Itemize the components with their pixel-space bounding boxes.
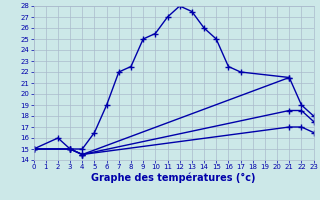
X-axis label: Graphe des températures (°c): Graphe des températures (°c) [91,173,256,183]
